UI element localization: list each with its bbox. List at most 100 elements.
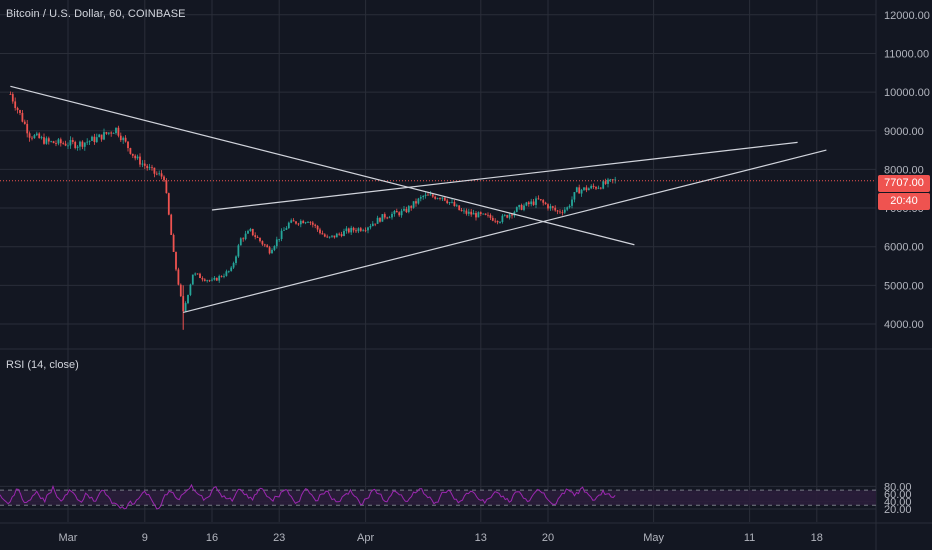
- candle-body: [179, 284, 182, 297]
- rsi-tick-label: 40.00: [884, 496, 912, 508]
- candle-body: [487, 214, 489, 216]
- candle-body: [518, 204, 521, 208]
- candle-body: [371, 223, 374, 227]
- price-tick-label: 8000.00: [884, 164, 924, 176]
- rsi-title: RSI (14, close): [6, 359, 79, 371]
- candle-body: [225, 271, 228, 276]
- candle-body: [208, 280, 211, 282]
- candle-body: [247, 231, 249, 234]
- trendline: [183, 149, 827, 313]
- candle-body: [614, 179, 617, 181]
- candle-body: [302, 220, 305, 224]
- candle-body: [271, 249, 273, 254]
- candle-body: [254, 235, 257, 237]
- trendlines[interactable]: [10, 85, 827, 313]
- time-tick-label: May: [643, 532, 664, 544]
- candle-body: [194, 273, 197, 275]
- candle-body: [172, 234, 175, 252]
- candle-body: [57, 139, 60, 144]
- candle-body: [263, 244, 266, 246]
- candle-body: [482, 213, 485, 215]
- candle-body: [484, 213, 487, 215]
- trendline: [211, 141, 798, 211]
- candle-body: [458, 205, 461, 211]
- candle-body: [595, 186, 597, 189]
- candle-body: [470, 211, 473, 215]
- candle-body: [266, 245, 269, 248]
- candle-body: [239, 238, 242, 246]
- candle-body: [607, 179, 609, 184]
- candle-body: [136, 156, 139, 159]
- candle-body: [403, 208, 405, 211]
- candle-body: [261, 241, 264, 245]
- price-tick-label: 10000.00: [884, 87, 930, 99]
- candle-body: [395, 210, 398, 213]
- candle-body: [223, 275, 225, 277]
- candle-body: [134, 155, 137, 159]
- candle-body: [184, 303, 187, 312]
- rsi-line: [0, 483, 616, 510]
- candle-body: [530, 201, 533, 205]
- price-tick-label: 4000.00: [884, 319, 924, 331]
- candle-body: [602, 181, 605, 189]
- candle-body: [69, 140, 72, 146]
- candle-body: [273, 246, 276, 250]
- price-tick-label: 12000.00: [884, 10, 930, 22]
- candle-body: [287, 222, 290, 229]
- candle-body: [124, 137, 127, 142]
- candle-body: [431, 194, 434, 197]
- candle-body: [427, 194, 429, 196]
- candle-body: [275, 239, 278, 247]
- time-tick-label: Mar: [59, 532, 78, 544]
- candle-body: [556, 210, 559, 212]
- candle-body: [559, 211, 561, 213]
- candlesticks: [0, 91, 876, 330]
- candle-body: [611, 179, 614, 181]
- candle-body: [55, 143, 57, 144]
- candle-body: [38, 133, 41, 139]
- candle-body: [357, 228, 360, 232]
- candle-body: [218, 276, 221, 281]
- candle-body: [523, 205, 525, 210]
- candle-body: [503, 215, 506, 216]
- candle-body: [79, 141, 81, 147]
- candle-body: [506, 215, 509, 218]
- candle-body: [285, 228, 288, 230]
- candle-body: [62, 143, 65, 144]
- candle-body: [604, 181, 607, 184]
- candle-body: [446, 200, 449, 204]
- candle-body: [585, 187, 588, 191]
- candle-body: [566, 207, 569, 210]
- candle-body: [105, 132, 108, 134]
- candle-body: [496, 220, 499, 223]
- candle-body: [350, 227, 353, 233]
- candle-body: [14, 101, 17, 108]
- candle-body: [95, 137, 98, 143]
- candle-body: [86, 141, 89, 143]
- time-tick-label: 13: [475, 532, 487, 544]
- candle-body: [143, 163, 146, 166]
- candle-body: [242, 238, 245, 240]
- candle-body: [155, 173, 158, 175]
- time-tick-label: Apr: [357, 532, 374, 544]
- countdown-tag: 20:40: [878, 193, 930, 210]
- candle-body: [422, 196, 425, 198]
- candle-body: [88, 140, 91, 142]
- candle-body: [175, 251, 177, 270]
- candle-body: [597, 187, 600, 189]
- candle-body: [201, 277, 204, 280]
- candle-body: [549, 206, 552, 209]
- candle-body: [309, 222, 312, 223]
- candle-body: [383, 214, 386, 218]
- candle-body: [511, 214, 513, 216]
- candle-body: [345, 228, 348, 232]
- candle-body: [364, 230, 367, 232]
- candle-body: [50, 141, 53, 143]
- candle-body: [573, 192, 576, 200]
- candle-body: [115, 127, 117, 134]
- candle-body: [465, 210, 468, 214]
- candle-body: [499, 222, 501, 223]
- candle-body: [340, 234, 343, 237]
- candle-body: [554, 207, 557, 211]
